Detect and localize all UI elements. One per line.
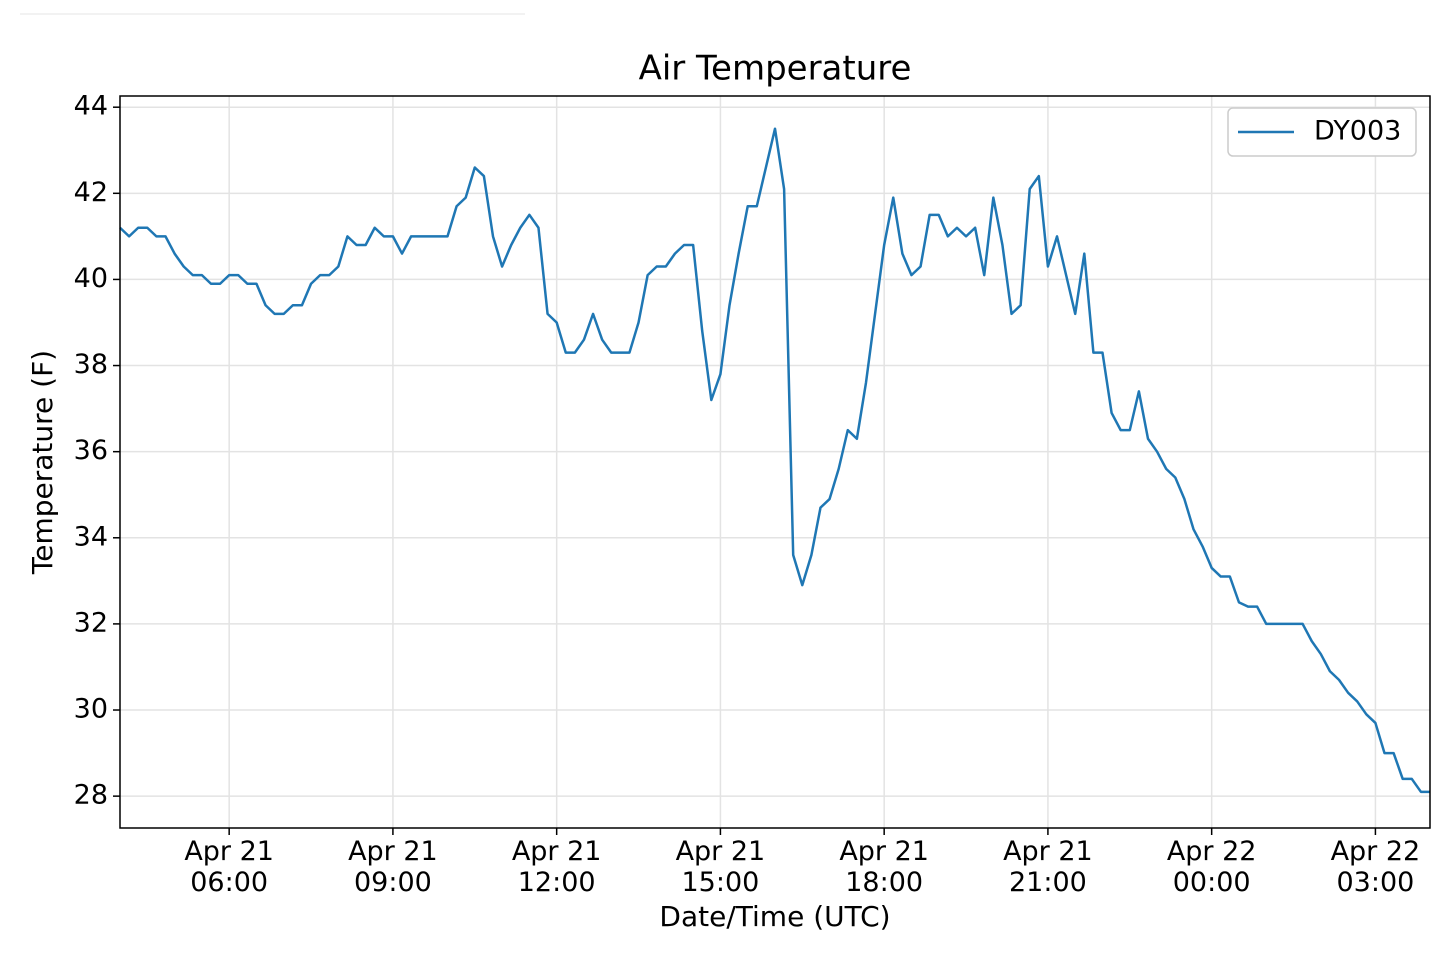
y-tick-label: 40 xyxy=(74,263,108,294)
series-line xyxy=(119,127,1430,794)
x-tick-label: Apr 22 00:00 xyxy=(1167,836,1257,898)
y-tick-label: 28 xyxy=(74,780,108,811)
x-tick-label: Apr 21 15:00 xyxy=(676,836,766,898)
y-tick-label: 32 xyxy=(74,607,108,638)
legend-label: DY003 xyxy=(1314,116,1401,147)
y-tick-label: 42 xyxy=(74,177,108,208)
x-tick-label: Apr 21 06:00 xyxy=(184,836,274,898)
x-tick-label: Apr 21 18:00 xyxy=(839,836,929,898)
x-tick-label: Apr 21 21:00 xyxy=(1003,836,1093,898)
y-tick-label: 36 xyxy=(74,435,108,466)
plot-frame xyxy=(119,95,1431,829)
x-tick-label: Apr 21 12:00 xyxy=(512,836,602,898)
x-tick-label: Apr 21 09:00 xyxy=(348,836,438,898)
chart-title: Air Temperature xyxy=(639,49,912,89)
y-tick-label: 30 xyxy=(74,694,108,725)
y-tick-label: 44 xyxy=(74,91,108,122)
y-tick-label: 38 xyxy=(74,349,108,380)
y-tick-label: 34 xyxy=(74,521,108,552)
y-axis-label: Temperature (F) xyxy=(26,350,59,575)
x-axis-label: Date/Time (UTC) xyxy=(659,900,890,933)
legend-box xyxy=(1227,107,1417,157)
x-tick-label: Apr 22 03:00 xyxy=(1331,836,1421,898)
